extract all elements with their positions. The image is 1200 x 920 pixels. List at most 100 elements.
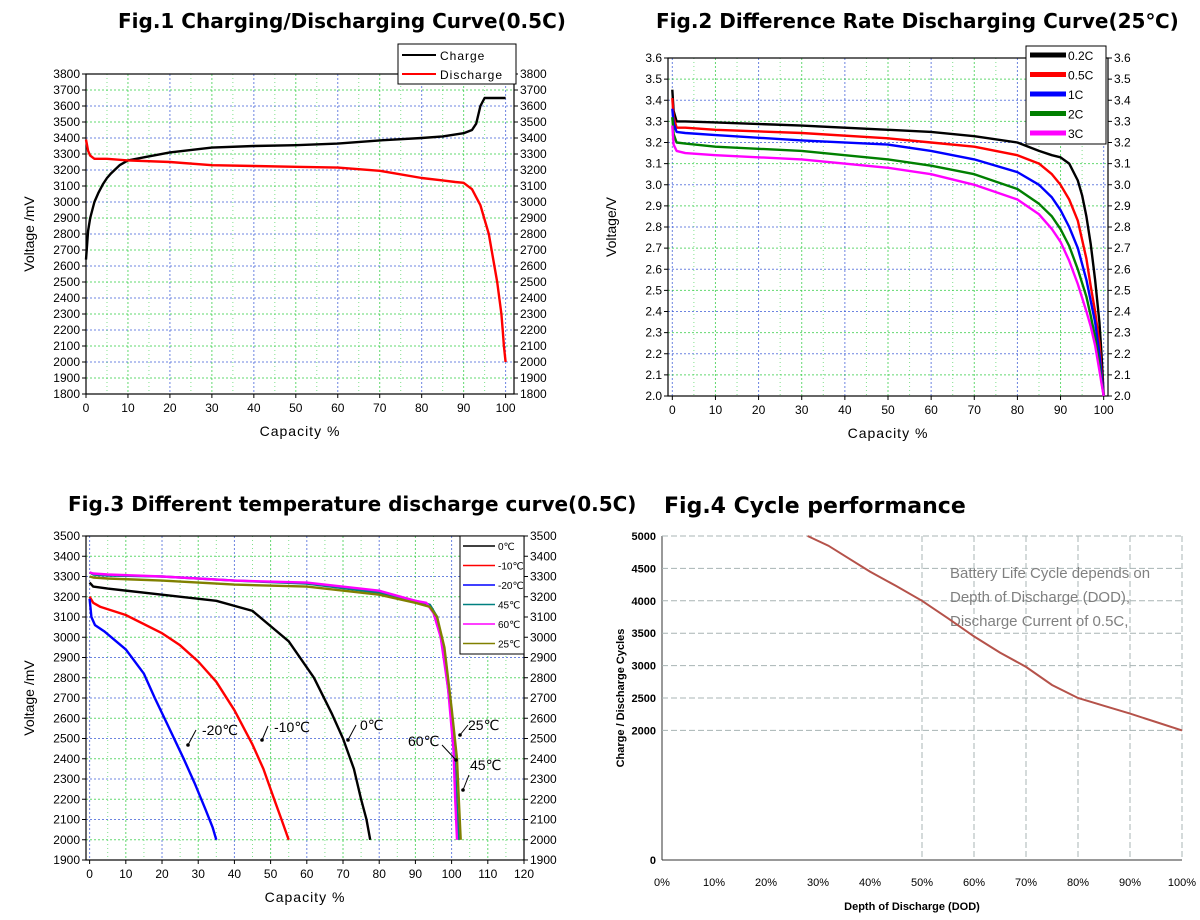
- fig3-y-tick-label: 3200: [53, 590, 80, 604]
- fig4-series-cycle-life: [807, 535, 1183, 732]
- fig3-y-tick-label: 2000: [53, 833, 80, 847]
- fig3-y2-tick-label: 3500: [530, 529, 557, 543]
- fig2-y-tick-label: 2.4: [645, 305, 662, 319]
- fig3-annotation-arrowhead: [346, 738, 350, 742]
- fig4-y-tick-label: 5000: [632, 531, 656, 543]
- fig2-legend-label: 2C: [1068, 108, 1084, 122]
- fig3-panel: Fig.3 Different temperature discharge cu…: [0, 460, 636, 920]
- fig2-y2-tick-label: 2.2: [1114, 347, 1131, 361]
- fig1-y-tick-label: 2400: [53, 291, 80, 305]
- fig3-series-25℃: [89, 575, 462, 840]
- fig3-legend-label: -10℃: [498, 562, 524, 573]
- fig1-y2-tick-label: 2700: [520, 243, 547, 257]
- fig3-x-tick-label: 110: [478, 867, 497, 881]
- fig3-legend-box: [459, 535, 525, 655]
- fig2-panel: Fig.2 Difference Rate Discharging Curve(…: [600, 0, 1200, 460]
- fig3-y2-tick-label: 2100: [530, 813, 557, 827]
- fig3-annotation-arrow: [347, 724, 357, 741]
- fig3-y2-tick-label: 3200: [530, 590, 557, 604]
- fig2-y-tick-label: 2.6: [645, 262, 662, 276]
- fig1-y2-tick-label: 3500: [520, 115, 547, 129]
- fig2-x-tick-label: 30: [795, 403, 809, 417]
- fig2-series-0.5C: [671, 98, 1105, 397]
- fig2-x-tick-label: 70: [968, 403, 982, 417]
- fig3-y-tick-label: 2600: [53, 711, 80, 725]
- fig3-y2-tick-label: 3300: [530, 570, 557, 584]
- fig3-title: Fig.3 Different temperature discharge cu…: [68, 492, 637, 516]
- fig1-y2-tick-label: 3200: [520, 163, 547, 177]
- fig1-y2-tick-label: 3700: [520, 83, 547, 97]
- fig2-y2-tick-label: 3.5: [1114, 72, 1131, 86]
- fig1-x-tick-label: 0: [83, 401, 90, 415]
- fig3-legend-label: 45℃: [498, 601, 520, 612]
- fig3-y2-tick-label: 2300: [530, 772, 557, 786]
- fig1-y-tick-label: 2800: [53, 227, 80, 241]
- fig4-y-tick-label: 4500: [632, 563, 656, 575]
- fig3-annotation-arrow: [261, 725, 269, 741]
- fig2-y2-tick-label: 2.1: [1114, 368, 1131, 382]
- fig3-x-tick-label: 20: [155, 867, 169, 881]
- fig1-y-tick-label: 2900: [53, 211, 80, 225]
- fig3-y2-tick-label: 2400: [530, 752, 557, 766]
- fig3-y-tick-label: 2100: [53, 813, 80, 827]
- fig4-x-tick-label: 60%: [963, 877, 985, 889]
- fig2-x-tick-label: 0: [669, 403, 676, 417]
- fig3-y2-tick-label: 3000: [530, 630, 557, 644]
- fig2-y-tick-label: 2.3: [645, 326, 662, 340]
- fig3-y-tick-label: 2200: [53, 792, 80, 806]
- fig2-x-axis-label: Capacity %: [848, 425, 929, 441]
- fig1-x-tick-label: 80: [415, 401, 429, 415]
- fig1-y2-tick-label: 3300: [520, 147, 547, 161]
- fig3-x-tick-label: 60: [300, 867, 314, 881]
- fig3-legend-label: 0℃: [498, 542, 515, 553]
- fig2-x-tick-label: 100: [1094, 403, 1114, 417]
- fig4-title: Fig.4 Cycle performance: [664, 494, 966, 519]
- fig2-legend-label: 0.5C: [1068, 69, 1094, 83]
- fig3-annotation-arrow: [459, 724, 469, 736]
- fig2-y-tick-label: 2.0: [645, 389, 662, 403]
- fig1-x-tick-label: 70: [373, 401, 387, 415]
- fig3-y2-tick-label: 2500: [530, 732, 557, 746]
- fig1-y-tick-label: 3100: [53, 179, 80, 193]
- fig2-y2-tick-label: 3.2: [1114, 136, 1131, 150]
- fig2-y2-tick-label: 3.1: [1114, 157, 1131, 171]
- fig3-y2-tick-label: 2600: [530, 711, 557, 725]
- fig4-y-tick-label: 4000: [632, 596, 656, 608]
- fig3-x-tick-label: 80: [373, 867, 387, 881]
- fig2-x-tick-label: 20: [752, 403, 766, 417]
- fig1-x-tick-label: 10: [121, 401, 135, 415]
- fig3-annotation-label: 60℃: [408, 733, 439, 749]
- fig1-y-tick-label: 3700: [53, 83, 80, 97]
- fig3-y-tick-label: 2700: [53, 691, 80, 705]
- fig4-y-axis-label: Charge / Discharge Cycles: [615, 629, 627, 768]
- fig3-x-tick-label: 10: [119, 867, 133, 881]
- fig4-x-tick-label: 30%: [807, 877, 829, 889]
- fig1-x-tick-label: 50: [289, 401, 303, 415]
- fig1-y-tick-label: 1900: [53, 371, 80, 385]
- fig1-y2-tick-label: 2500: [520, 275, 547, 289]
- fig3-x-tick-label: 40: [228, 867, 242, 881]
- fig3-annotation-label: 45℃: [470, 757, 501, 773]
- fig2-y-tick-label: 2.9: [645, 199, 662, 213]
- fig2-y-axis-label: Voltage/V: [603, 196, 619, 257]
- fig4-y-tick-label: 3500: [632, 628, 656, 640]
- fig1-title: Fig.1 Charging/Discharging Curve(0.5C): [118, 9, 566, 33]
- fig2-y2-tick-label: 2.6: [1114, 262, 1131, 276]
- fig2-y2-tick-label: 2.8: [1114, 220, 1131, 234]
- fig3-legend-label: -20℃: [498, 581, 524, 592]
- fig1-chart: 0 10 20 30 40 50 60 70 80 90 100 1800 1800 1900 1900 20…: [21, 43, 547, 439]
- fig3-legend-label: 25℃: [498, 640, 520, 651]
- fig4-x-tick-label: 90%: [1119, 877, 1141, 889]
- fig3-x-tick-label: 30: [192, 867, 206, 881]
- fig1-panel: Fig.1 Charging/Discharging Curve(0.5C) 0…: [0, 0, 600, 460]
- fig2-y2-tick-label: 3.0: [1114, 178, 1131, 192]
- fig3-x-tick-label: 90: [409, 867, 423, 881]
- fig4-y-tick-label: 3000: [632, 661, 656, 673]
- fig2-y2-tick-label: 3.3: [1114, 114, 1131, 128]
- fig2-y-tick-label: 2.7: [645, 241, 662, 255]
- fig1-y2-tick-label: 2800: [520, 227, 547, 241]
- fig4-note-line: Depth of Discharge (DOD),: [950, 589, 1130, 606]
- fig1-y-tick-label: 2100: [53, 339, 80, 353]
